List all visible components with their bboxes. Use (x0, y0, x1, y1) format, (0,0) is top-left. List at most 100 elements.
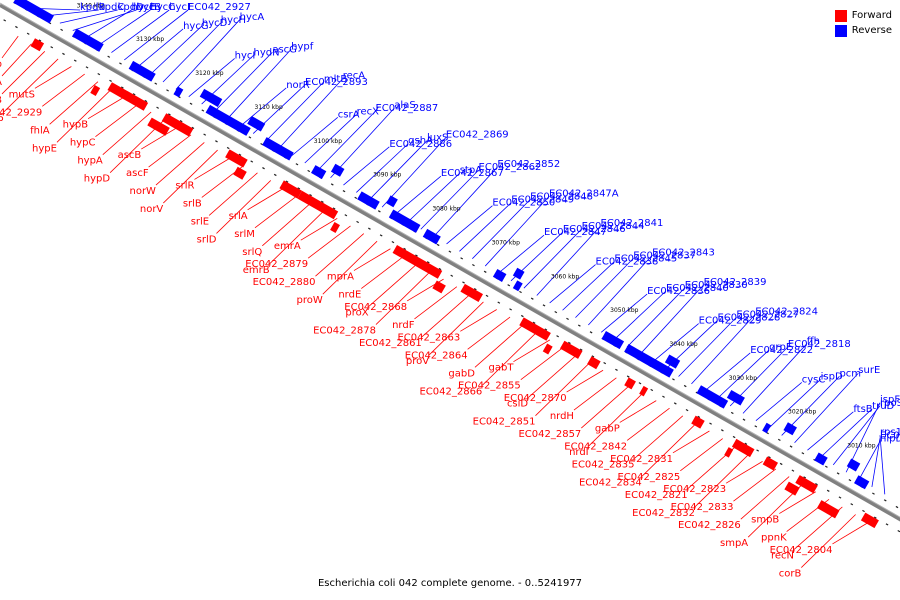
spacer-dash (330, 183, 334, 186)
forward-gene-label: nrdI (569, 447, 589, 458)
spacer-dash (568, 341, 571, 345)
spacer-dash (250, 160, 254, 163)
spacer-dash (530, 297, 534, 300)
forward-gene-label: EC042_2832 (632, 508, 695, 519)
label-leader-line (535, 362, 591, 416)
reverse-gene-label: EC042_2846 (563, 224, 626, 235)
forward-gene-label: emrA (274, 241, 301, 252)
forward-gene-label: proV (406, 356, 429, 367)
label-leader-line (188, 58, 235, 98)
forward-gene-label: EC042_2868 (344, 302, 407, 313)
label-leader-line (420, 169, 479, 230)
label-leader-line (85, 9, 132, 39)
spacer-dash (673, 402, 677, 405)
spacer-dash (697, 415, 701, 419)
reverse-gene-block (854, 475, 870, 490)
kbp-tick-label: 3140 kbp (77, 2, 105, 9)
label-leader-line (781, 376, 840, 436)
label-leader-line (446, 205, 493, 245)
spacer-dash (295, 163, 299, 166)
reverse-gene-block (128, 60, 156, 82)
reverse-gene-label: nlpD (880, 433, 900, 444)
forward-gene-block (559, 340, 583, 359)
forward-gene-block (519, 317, 551, 341)
spacer-dash (872, 492, 875, 495)
kbp-tick-label: 3060 kbp (551, 273, 579, 280)
label-leader-line (729, 346, 789, 407)
reverse-gene-label: hycD (202, 18, 228, 29)
kbp-tick-label: 3080 kbp (432, 206, 460, 213)
reverse-gene-label: EC042_2869 (446, 130, 509, 141)
spacer-dash (848, 479, 852, 482)
label-leader-line (59, 9, 118, 24)
spacer-dash (825, 465, 828, 468)
spacer-dash (754, 425, 758, 428)
spacer-dash (60, 28, 64, 32)
reverse-gene-label: EC042_2844 (582, 221, 645, 232)
label-leader-line (460, 309, 497, 332)
forward-swatch (834, 9, 847, 22)
kbp-tick-label: 3010 kbp (847, 443, 875, 450)
label-leader-line (801, 514, 856, 568)
forward-gene-label: mutS (9, 89, 35, 100)
label-leader-line (87, 96, 125, 120)
spacer-dash (862, 509, 865, 513)
spacer-dash (509, 308, 512, 311)
label-leader-layer (1, 7, 886, 568)
reverse-gene-label: EC042_2887 (375, 103, 438, 114)
spacer-dash (791, 469, 795, 472)
forward-gene-block (392, 245, 443, 279)
label-leader-line (291, 117, 339, 156)
forward-gene-block (460, 283, 483, 302)
label-leader-line (1, 43, 32, 77)
spacer-dash (97, 72, 101, 76)
reverse-gene-label: EC042_2847 (544, 227, 607, 238)
label-leader-line (300, 218, 338, 241)
reverse-gene-block (664, 354, 681, 369)
reverse-gene-label: alaS (394, 100, 415, 111)
spacer-dash (156, 106, 160, 109)
label-leader-line (278, 78, 344, 149)
reverse-gene-label: kpdC (99, 2, 124, 13)
reverse-gene-label: EC042_2824 (755, 306, 818, 317)
reverse-gene-label: EC042_2849 (511, 195, 574, 206)
label-leader-line (214, 52, 273, 112)
spacer-dash (662, 395, 665, 398)
label-leader-line (786, 499, 830, 532)
reverse-gene-label: EC042_2822 (750, 345, 813, 356)
spacer-dash (473, 288, 477, 291)
spacer-dash (756, 449, 760, 452)
forward-gene-block (762, 456, 779, 471)
forward-gene-block (161, 113, 194, 137)
reverse-gene-label: EC042_2827 (736, 309, 799, 320)
label-leader-line (375, 271, 431, 325)
label-leader-line (588, 392, 644, 447)
reverse-gene-block (512, 280, 523, 292)
spacer-dash (309, 193, 312, 197)
label-leader-line (793, 506, 843, 550)
spacer-dash (626, 375, 630, 378)
reverse-gene-label: stpA (460, 165, 482, 176)
forward-gene-block (432, 280, 446, 294)
label-leader-line (163, 149, 218, 204)
label-leader-line (1, 51, 46, 95)
label-leader-line (414, 286, 458, 320)
label-leader-line (201, 164, 245, 198)
kbp-tick-label: 3100 kbp (314, 138, 342, 145)
label-leader-line (575, 258, 634, 318)
spacer-dash (460, 257, 464, 260)
spacer-dash (248, 136, 252, 139)
label-leader-line (588, 255, 653, 326)
reverse-gene-block (247, 115, 266, 132)
forward-gene-block (784, 481, 800, 496)
label-leader-line (484, 196, 550, 267)
spacer-dash (201, 109, 205, 112)
label-leader-line (201, 55, 254, 105)
label-leader-line (343, 146, 390, 186)
strand-legend: Forward Reverse (834, 8, 892, 38)
label-leader-line (353, 248, 391, 271)
label-leader-line (3, 58, 59, 113)
label-leader-line (307, 225, 351, 259)
forward-gene-label: EC042_2842 (564, 441, 627, 452)
label-leader-line (472, 199, 531, 259)
